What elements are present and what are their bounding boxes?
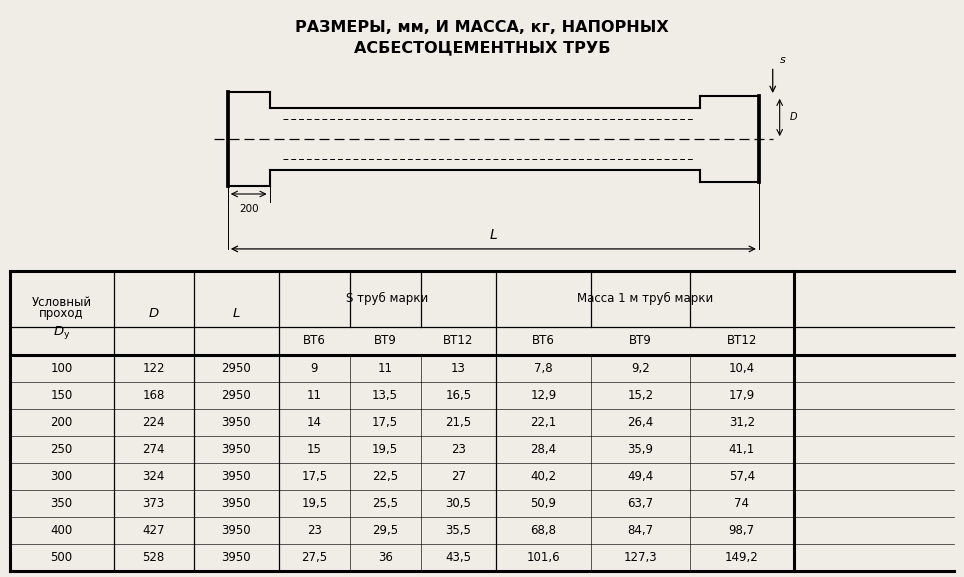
Text: 36: 36 [378,551,392,564]
Text: 17,5: 17,5 [372,416,398,429]
Text: 28,4: 28,4 [530,443,556,456]
Text: 13: 13 [451,362,466,375]
Text: L: L [232,307,240,320]
Text: 3950: 3950 [222,470,252,483]
Text: 19,5: 19,5 [301,497,328,510]
Text: 274: 274 [143,443,165,456]
Text: 168: 168 [143,389,165,402]
Text: L: L [490,228,497,242]
Text: 30,5: 30,5 [445,497,471,510]
Text: 3950: 3950 [222,551,252,564]
Text: 149,2: 149,2 [725,551,759,564]
Text: 3950: 3950 [222,443,252,456]
Text: 10,4: 10,4 [729,362,755,375]
Text: 2950: 2950 [222,362,252,375]
Text: 2950: 2950 [222,389,252,402]
Text: РАЗМЕРЫ, мм, И МАССА, кг, НАПОРНЫХ: РАЗМЕРЫ, мм, И МАССА, кг, НАПОРНЫХ [295,20,669,35]
Text: 11: 11 [307,389,322,402]
Text: 150: 150 [50,389,72,402]
Text: 9,2: 9,2 [630,362,650,375]
Text: 100: 100 [50,362,72,375]
Text: 23: 23 [451,443,466,456]
Text: 41,1: 41,1 [729,443,755,456]
Text: 35,9: 35,9 [628,443,654,456]
Text: 200: 200 [239,204,258,213]
Text: 300: 300 [50,470,72,483]
Text: 373: 373 [143,497,165,510]
Text: 127,3: 127,3 [624,551,657,564]
Text: ВТ9: ВТ9 [629,335,652,347]
Text: 7,8: 7,8 [534,362,552,375]
Text: 3950: 3950 [222,524,252,537]
Text: 68,8: 68,8 [530,524,556,537]
Text: Условный: Условный [32,296,92,309]
Text: 101,6: 101,6 [526,551,560,564]
Text: 31,2: 31,2 [729,416,755,429]
Text: s: s [780,54,786,65]
Text: ВТ12: ВТ12 [443,335,473,347]
Text: ВТ6: ВТ6 [532,335,555,347]
Text: 22,1: 22,1 [530,416,556,429]
Text: 17,9: 17,9 [729,389,755,402]
Text: D: D [148,307,159,320]
Text: 350: 350 [50,497,72,510]
Text: 49,4: 49,4 [628,470,654,483]
Text: 14: 14 [307,416,322,429]
Text: Масса 1 м труб марки: Масса 1 м труб марки [576,293,713,305]
Text: 21,5: 21,5 [445,416,471,429]
Text: 57,4: 57,4 [729,470,755,483]
Text: 400: 400 [50,524,72,537]
Text: 84,7: 84,7 [628,524,654,537]
Text: 40,2: 40,2 [530,470,556,483]
Text: 3950: 3950 [222,416,252,429]
Text: ВТ9: ВТ9 [374,335,396,347]
Text: 23: 23 [307,524,322,537]
Text: 15: 15 [307,443,322,456]
Text: 12,9: 12,9 [530,389,556,402]
Text: проход: проход [40,307,84,320]
Text: 500: 500 [50,551,72,564]
Text: 19,5: 19,5 [372,443,398,456]
Text: 3950: 3950 [222,497,252,510]
Text: 16,5: 16,5 [445,389,471,402]
Text: 98,7: 98,7 [729,524,755,537]
Text: S труб марки: S труб марки [346,293,429,305]
Text: 9: 9 [310,362,318,375]
Text: 27,5: 27,5 [301,551,328,564]
Text: 15,2: 15,2 [628,389,654,402]
Text: 50,9: 50,9 [530,497,556,510]
Text: 43,5: 43,5 [445,551,471,564]
Text: 63,7: 63,7 [628,497,654,510]
Text: АСБЕСТОЦЕМЕНТНЫХ ТРУБ: АСБЕСТОЦЕМЕНТНЫХ ТРУБ [354,40,610,55]
Text: 11: 11 [378,362,392,375]
Text: 25,5: 25,5 [372,497,398,510]
Text: 74: 74 [735,497,749,510]
Text: 250: 250 [50,443,72,456]
Text: 224: 224 [143,416,165,429]
Text: 528: 528 [143,551,165,564]
Text: 427: 427 [143,524,165,537]
Text: $D_{\mathrm{y}}$: $D_{\mathrm{y}}$ [53,324,70,341]
Text: 324: 324 [143,470,165,483]
Text: 17,5: 17,5 [301,470,328,483]
Text: 27: 27 [451,470,466,483]
Text: 122: 122 [143,362,165,375]
Text: ВТ12: ВТ12 [727,335,757,347]
Text: 29,5: 29,5 [372,524,398,537]
Text: 200: 200 [50,416,72,429]
Text: 13,5: 13,5 [372,389,398,402]
Text: 26,4: 26,4 [628,416,654,429]
Text: D: D [790,113,797,122]
Text: 22,5: 22,5 [372,470,398,483]
Text: ВТ6: ВТ6 [303,335,326,347]
Text: 35,5: 35,5 [445,524,471,537]
